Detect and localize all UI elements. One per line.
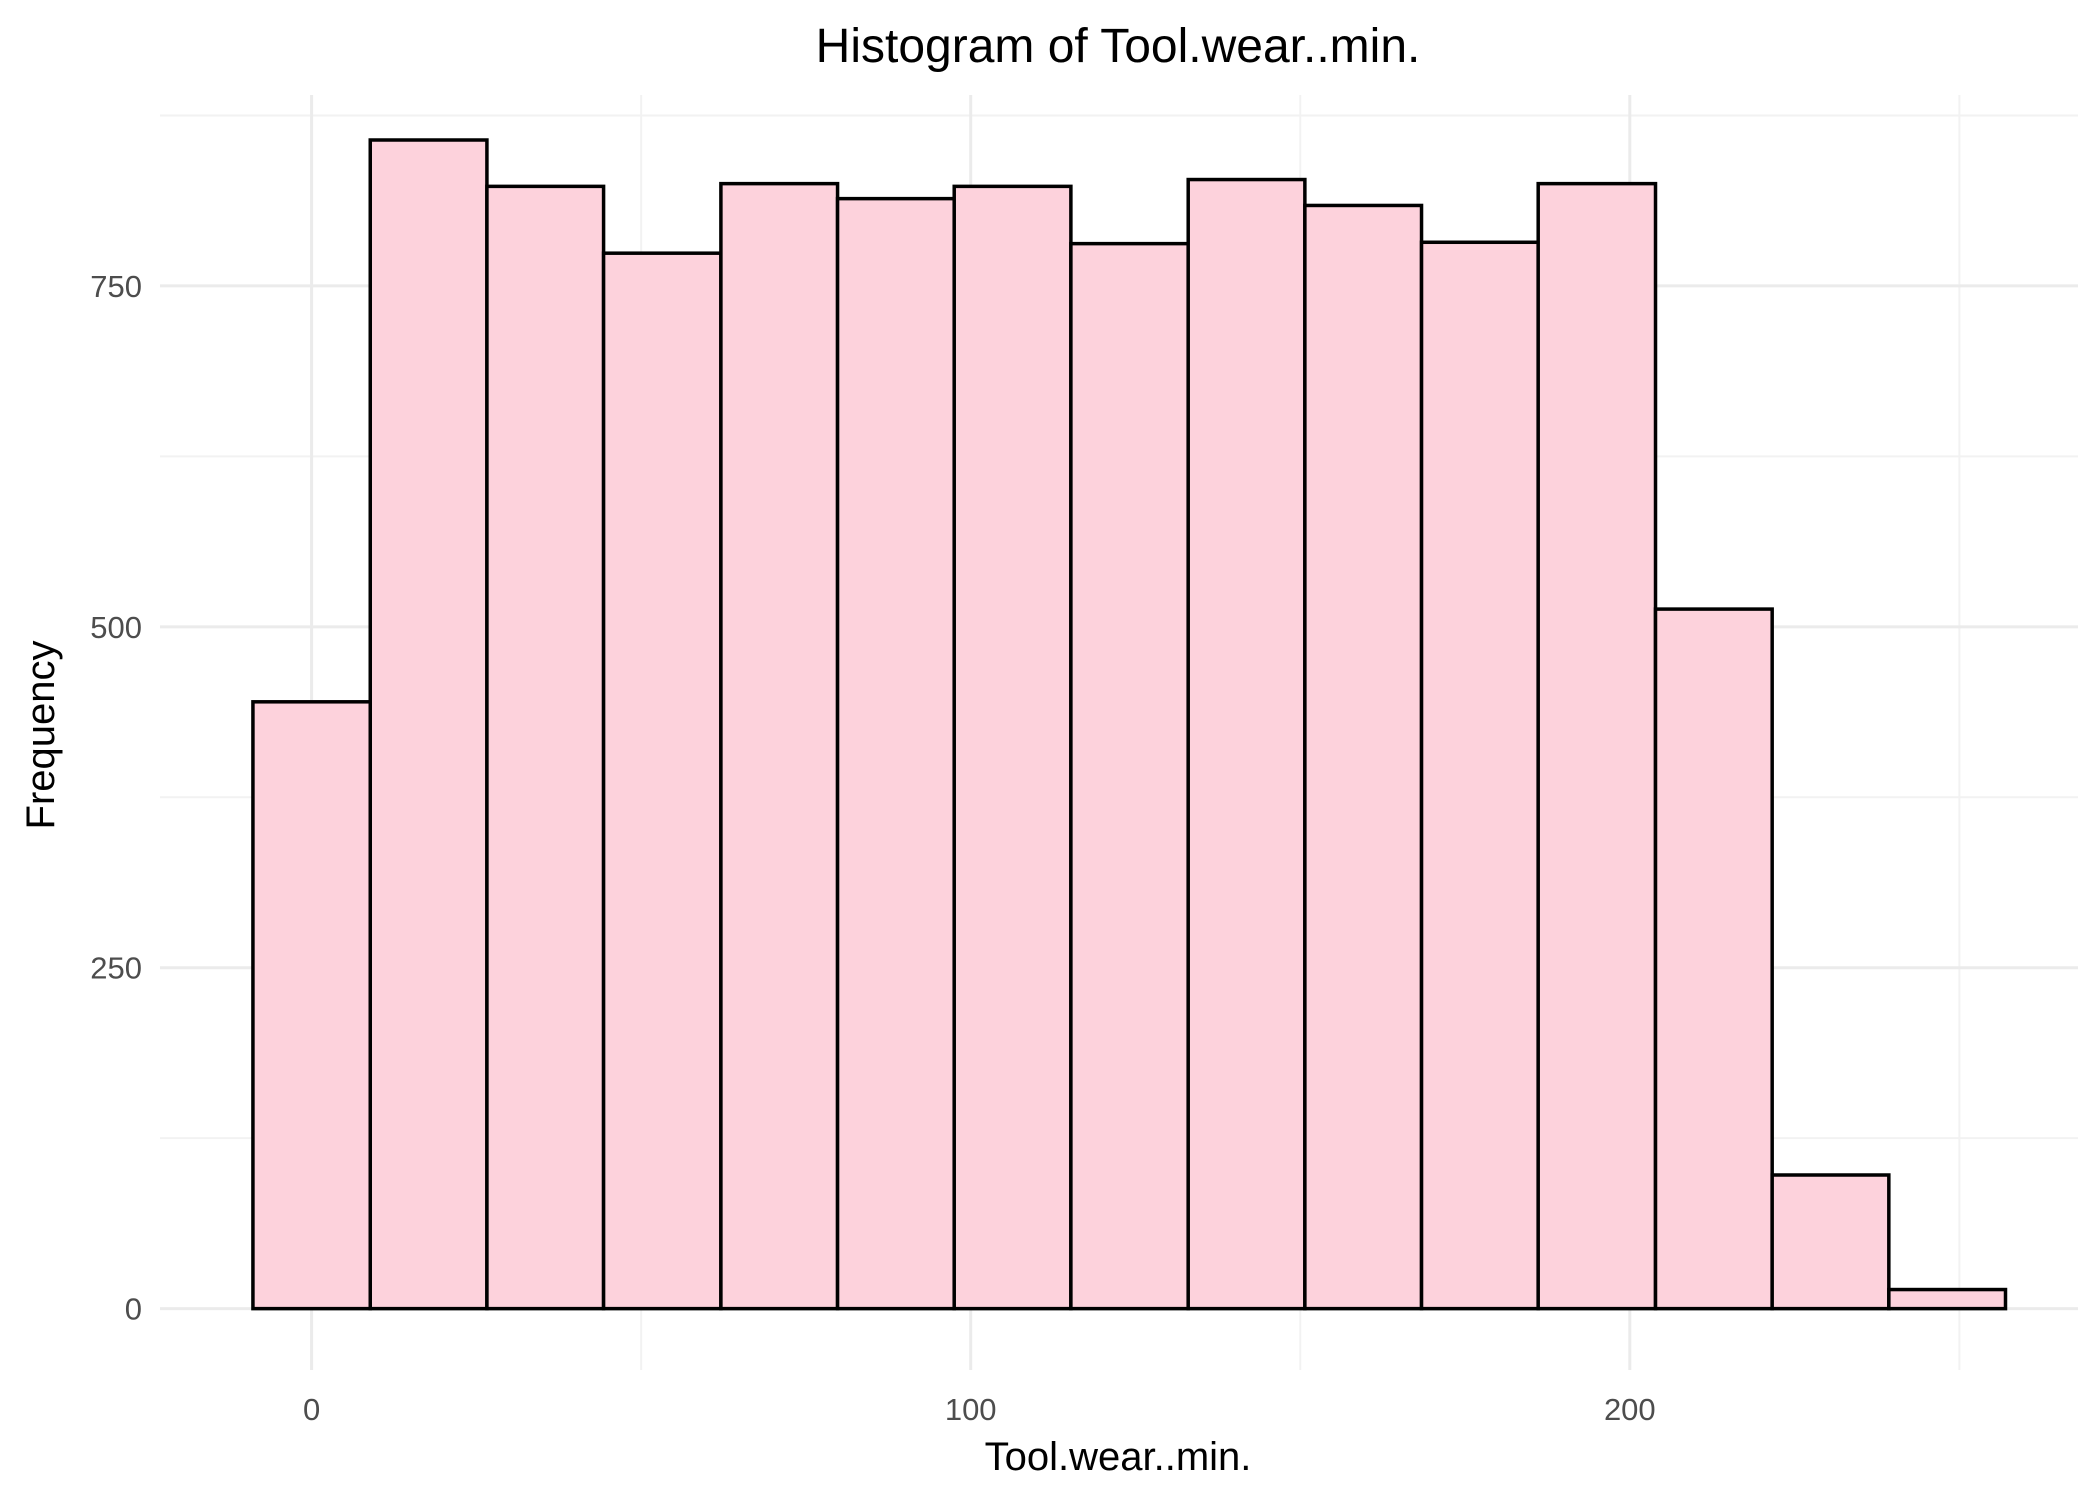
- histogram-bar: [368, 138, 489, 1311]
- histogram-bar: [1770, 1173, 1891, 1311]
- y-tick-label: 750: [90, 269, 142, 304]
- y-axis-title: Frequency: [19, 641, 63, 830]
- x-axis-title: Tool.wear..min.: [985, 1435, 1252, 1479]
- y-tick-label: 250: [90, 951, 142, 986]
- chart-title: Histogram of Tool.wear..min.: [816, 20, 1421, 73]
- histogram-bar: [1419, 240, 1540, 1311]
- y-tick-label: 0: [125, 1292, 142, 1327]
- histogram-bar: [1653, 607, 1774, 1311]
- histogram-bar: [601, 251, 723, 1311]
- histogram-bar: [1069, 241, 1190, 1311]
- histogram-bar: [1536, 181, 1658, 1311]
- histogram-bar: [485, 184, 606, 1311]
- histogram-bar: [1887, 1287, 2008, 1311]
- x-tick-label: 200: [1604, 1392, 1656, 1427]
- histogram-bar: [952, 184, 1073, 1311]
- y-axis-ticks: 0 250 500 750: [90, 269, 142, 1327]
- y-tick-label: 500: [90, 610, 142, 645]
- x-tick-label: 0: [303, 1392, 320, 1427]
- histogram-bar: [835, 196, 956, 1311]
- histogram-bar: [719, 181, 840, 1311]
- histogram-bar: [1303, 203, 1424, 1311]
- histogram-bars: [251, 138, 2008, 1311]
- histogram-bar: [1186, 177, 1307, 1311]
- x-tick-label: 100: [945, 1392, 997, 1427]
- x-axis-ticks: 0 100 200: [303, 1392, 1656, 1427]
- histogram-bar: [251, 700, 373, 1311]
